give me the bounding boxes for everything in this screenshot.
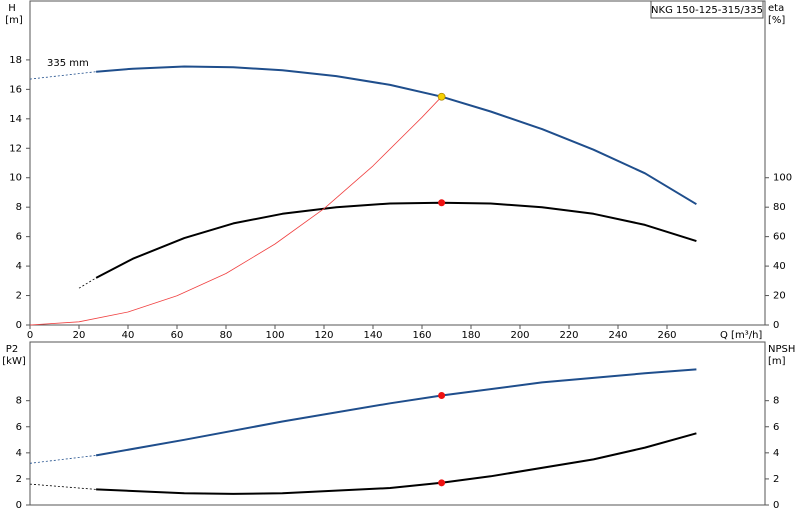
x-tick-label: 220	[559, 330, 578, 341]
curve	[29, 71, 97, 80]
y-tick-label: 14	[9, 114, 22, 125]
duty-point	[438, 479, 446, 487]
duty-point	[438, 199, 446, 207]
curve	[29, 483, 97, 490]
plot-frame	[29, 0, 766, 326]
y2-tick-label: 60	[773, 232, 786, 243]
y2-axis-unit: [m]	[768, 356, 786, 367]
y-axis-label: P2	[6, 344, 18, 355]
y-tick-label: 6	[16, 422, 22, 433]
y2-tick-label: 0	[773, 500, 779, 511]
title-box	[650, 0, 764, 19]
x-tick-label: 20	[73, 330, 86, 341]
y-tick-label: 10	[9, 173, 22, 184]
y2-tick-label: 40	[773, 261, 786, 272]
curve	[96, 432, 697, 495]
curve	[95, 368, 697, 457]
y-tick-label: 0	[16, 320, 22, 331]
y2-tick-label: 100	[773, 173, 792, 184]
duty-point	[438, 391, 446, 399]
y2-axis-label: eta	[768, 3, 784, 14]
y2-axis-label: NPSH	[768, 344, 795, 355]
annotation: 335 mm	[47, 58, 89, 69]
x-tick-label: 160	[412, 330, 431, 341]
y-tick-label: 8	[16, 202, 22, 213]
y-tick-label: 4	[16, 448, 22, 459]
y-tick-label: 18	[9, 55, 22, 66]
y2-axis-unit: [%]	[768, 15, 785, 26]
y-tick-label: 12	[9, 143, 22, 154]
x-tick-label: 240	[608, 330, 627, 341]
x-tick-label: 60	[171, 330, 184, 341]
x-tick-label: 260	[657, 330, 676, 341]
curve	[78, 277, 97, 289]
chart-title: NKG 150-125-315/335	[651, 5, 763, 16]
y-tick-label: 16	[9, 84, 22, 95]
y2-tick-label: 80	[773, 202, 786, 213]
y2-tick-label: 6	[773, 422, 779, 433]
y-tick-label: 2	[16, 474, 22, 485]
y-tick-label: 8	[16, 396, 22, 407]
x-tick-label: 120	[314, 330, 333, 341]
x-tick-label: 40	[122, 330, 135, 341]
x-tick-label: 140	[363, 330, 382, 341]
curve	[29, 455, 97, 464]
y-axis-unit: [kW]	[2, 356, 26, 367]
y-axis-label: H	[8, 3, 16, 14]
y2-tick-label: 8	[773, 396, 779, 407]
curve	[96, 65, 697, 206]
y-axis-unit: [m]	[5, 15, 23, 26]
plot-frame	[29, 341, 766, 506]
x-tick-label: 200	[510, 330, 529, 341]
y2-tick-label: 20	[773, 291, 786, 302]
x-tick-label: 180	[461, 330, 480, 341]
curve	[95, 201, 697, 279]
x-axis-label: Q [m³/h]	[720, 330, 762, 341]
y2-tick-label: 0	[773, 320, 779, 331]
duty-point	[437, 92, 446, 101]
y2-tick-label: 2	[773, 474, 779, 485]
x-tick-label: 0	[27, 330, 33, 341]
y-tick-label: 4	[16, 261, 22, 272]
y-tick-label: 2	[16, 291, 22, 302]
y-tick-label: 6	[16, 232, 22, 243]
y2-tick-label: 4	[773, 448, 779, 459]
x-tick-label: 80	[220, 330, 233, 341]
curve	[29, 96, 442, 326]
x-tick-label: 100	[265, 330, 284, 341]
y-tick-label: 0	[16, 500, 22, 511]
